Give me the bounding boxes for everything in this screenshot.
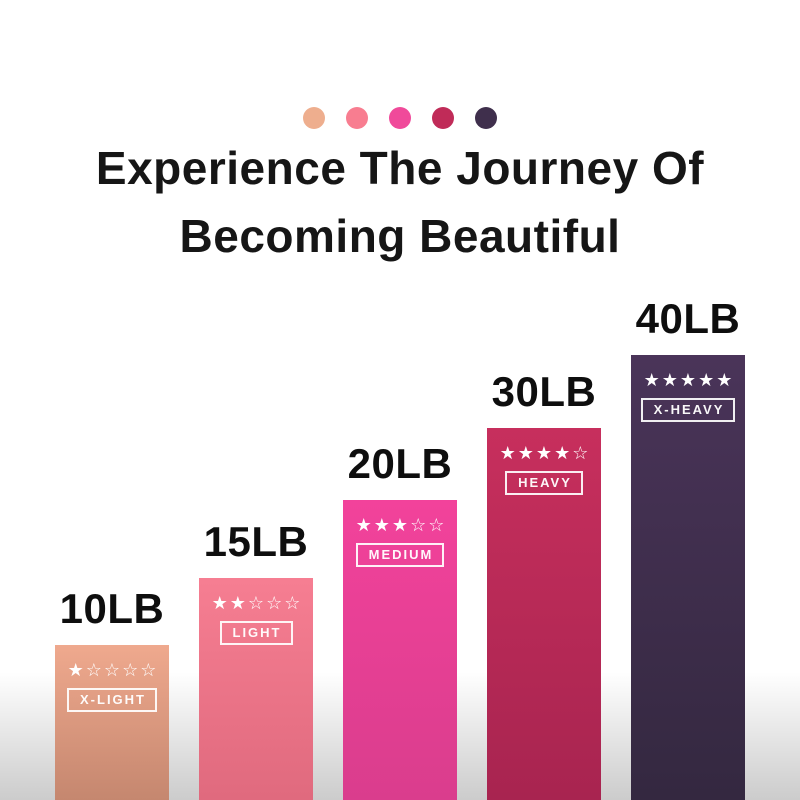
bar-20lb: ★★★☆☆ MEDIUM [343,500,457,800]
palette-dot-xlight-icon [303,107,325,129]
star-rating: ★★★★☆ [499,443,591,464]
bar-40lb: ★★★★★ X-HEAVY [631,355,745,800]
star-rating: ★☆☆☆☆ [67,660,159,681]
bar-weight-label: 30LB [491,368,597,415]
bar-column-15lb: 15LB ★★☆☆☆ LIGHT [199,518,313,800]
bar-30lb: ★★★★☆ HEAVY [487,428,601,800]
page-title-line2: Becoming Beautiful [179,210,621,262]
bar-weight-label: 10LB [59,585,165,632]
page-title-line1: Experience The Journey Of [95,142,705,194]
bar-weight-label: 40LB [635,295,741,342]
bar-weight-label: 20LB [347,440,453,487]
palette-dot-heavy-icon [432,107,454,129]
bar-10lb: ★☆☆☆☆ X-LIGHT [55,645,169,800]
star-rating: ★★★☆☆ [355,515,447,536]
bar-15lb: ★★☆☆☆ LIGHT [199,578,313,800]
level-badge: X-LIGHT [67,688,157,712]
bar-column-10lb: 10LB ★☆☆☆☆ X-LIGHT [55,585,169,800]
palette-dot-light-icon [346,107,368,129]
star-rating: ★★☆☆☆ [211,593,303,614]
bar-column-40lb: 40LB ★★★★★ X-HEAVY [631,295,745,800]
page-title: Experience The Journey Of Becoming Beaut… [0,134,800,270]
level-badge: X-HEAVY [640,398,736,422]
palette-dot-medium-icon [389,107,411,129]
star-rating: ★★★★★ [643,370,735,391]
level-badge: MEDIUM [355,543,445,567]
bar-weight-label: 15LB [203,518,309,565]
palette-dot-xheavy-icon [475,107,497,129]
bar-column-30lb: 30LB ★★★★☆ HEAVY [487,368,601,800]
palette-dots [0,107,800,129]
level-badge: LIGHT [219,621,293,645]
bar-chart: 10LB ★☆☆☆☆ X-LIGHT 15LB ★★☆☆☆ LIGHT 20LB… [0,295,800,800]
bar-column-20lb: 20LB ★★★☆☆ MEDIUM [343,440,457,800]
level-badge: HEAVY [505,471,583,495]
